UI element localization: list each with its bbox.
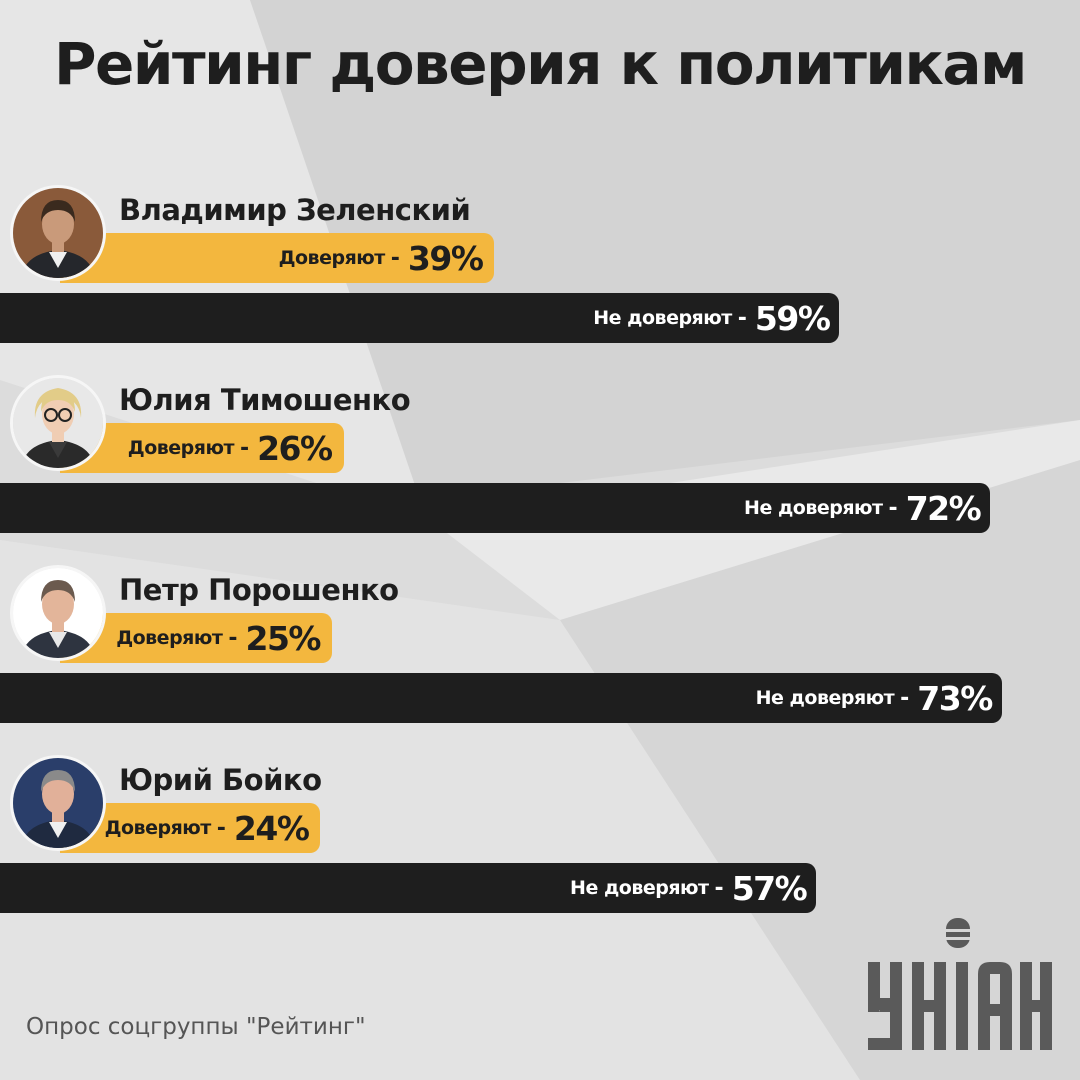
trust-value: 24% — [233, 808, 310, 848]
source-note: Опрос соцгруппы "Рейтинг" — [26, 1014, 366, 1040]
politician-name: Юлия Тимошенко — [119, 383, 411, 417]
trust-value: 25% — [245, 618, 322, 658]
trust-label: Доверяют — [278, 247, 386, 269]
trust-bar: Доверяют -25% — [60, 613, 332, 663]
trust-dash: - — [216, 815, 226, 841]
politician-name: Петр Порошенко — [119, 573, 399, 607]
trust-dash: - — [390, 245, 400, 271]
politician-row: Не доверяют -59% Доверяют -39% Владимир Зеле… — [0, 185, 1080, 345]
trust-dash: - — [228, 625, 238, 651]
distrust-bar: Не доверяют -57% — [0, 863, 817, 913]
distrust-label: Не доверяют — [593, 307, 732, 329]
distrust-label: Не доверяют — [744, 497, 883, 519]
trust-dash: - — [239, 435, 250, 461]
distrust-bar: Не доверяют -72% — [0, 483, 991, 533]
politician-name: Владимир Зеленский — [119, 193, 471, 227]
trust-value: 39% — [407, 238, 484, 278]
distrust-value: 73% — [917, 678, 993, 718]
distrust-dash: - — [900, 685, 910, 711]
distrust-value: 72% — [905, 488, 982, 528]
page-title: Рейтинг доверия к политикам — [54, 30, 1027, 98]
politician-row: Не доверяют -73% Доверяют -25% Петр Порошенк… — [0, 565, 1080, 725]
distrust-label: Не доверяют — [570, 877, 709, 899]
distrust-dash: - — [888, 495, 898, 521]
distrust-label: Не доверяют — [755, 687, 895, 709]
politician-photo — [10, 565, 106, 661]
trust-label: Доверяют — [116, 627, 223, 649]
distrust-value: 57% — [731, 868, 808, 908]
distrust-bar: Не доверяют -73% — [0, 673, 1002, 723]
distrust-value: 59% — [754, 298, 831, 338]
distrust-dash: - — [714, 875, 724, 901]
politician-row: Не доверяют -72% Доверяют -26% Юлия Тимошенк… — [0, 375, 1080, 535]
distrust-dash: - — [737, 305, 747, 331]
distrust-bar: Не доверяют -59% — [0, 293, 840, 343]
trust-label: Доверяют — [104, 817, 212, 839]
politician-photo — [10, 185, 106, 281]
trust-label: Доверяют — [127, 437, 235, 459]
politician-row: Не доверяют -57% Доверяют -24% Юрий Бойко — [0, 755, 1080, 915]
politician-name: Юрий Бойко — [119, 763, 322, 797]
politician-photo — [10, 375, 106, 471]
unian-logo — [868, 918, 1052, 1050]
trust-value: 26% — [257, 428, 333, 468]
trust-bar: Доверяют -24% — [60, 803, 321, 853]
trust-bar: Доверяют -39% — [60, 233, 495, 283]
trust-bar: Доверяют -26% — [60, 423, 344, 473]
politician-photo — [10, 755, 106, 851]
